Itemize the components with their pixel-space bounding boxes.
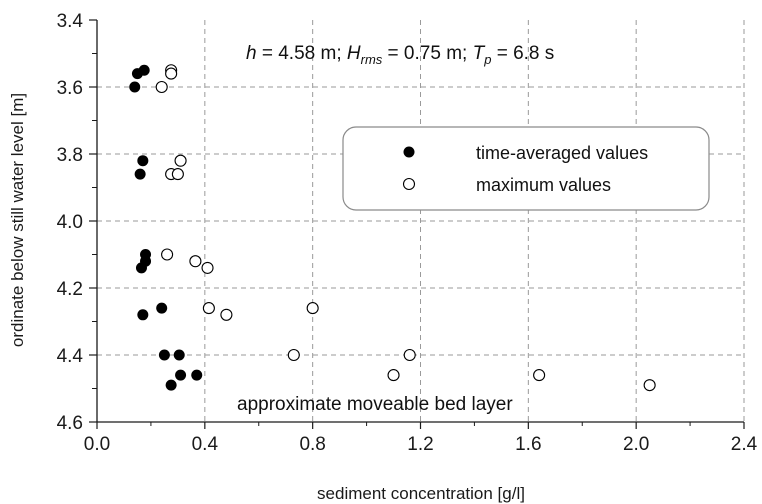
conditions-annotation: h = 4.58 m; Hrms = 0.75 m; Tp = 6.8 s: [246, 43, 554, 67]
x-tick-label: 2.4: [731, 434, 758, 455]
point-maximum: [202, 302, 215, 315]
y-tick-label: 3.4: [57, 11, 84, 32]
x-tick-label: 1.2: [407, 434, 433, 455]
point-time-averaged: [165, 379, 177, 391]
point-time-averaged: [137, 155, 149, 167]
x-axis-label: sediment concentration [g/l]: [317, 484, 525, 503]
bed-layer-label: approximate moveable bed layer: [237, 394, 513, 415]
x-tick-label: 0.4: [192, 434, 219, 455]
grid-lines: [97, 20, 745, 422]
y-tick-label: 3.6: [57, 78, 83, 99]
point-time-averaged: [137, 309, 149, 321]
point-time-averaged: [134, 168, 146, 180]
point-maximum: [155, 80, 168, 94]
point-maximum: [189, 255, 202, 268]
y-tick-label: 4.2: [57, 279, 83, 300]
point-maximum: [165, 67, 178, 80]
y-tick-label: 4.0: [57, 212, 83, 233]
x-tick-label: 0.0: [84, 434, 110, 455]
point-maximum: [306, 302, 319, 315]
point-time-averaged: [175, 369, 187, 381]
tick-marks: [89, 19, 745, 429]
data-points: [129, 64, 656, 392]
x-tick-label: 0.8: [299, 434, 325, 455]
y-tick-label: 4.6: [57, 413, 83, 434]
point-maximum: [220, 308, 233, 321]
point-time-averaged: [173, 349, 185, 361]
point-maximum: [201, 261, 214, 274]
legend-label-time-averaged: time-averaged values: [476, 143, 648, 163]
point-maximum: [403, 348, 416, 362]
point-maximum: [287, 348, 300, 362]
point-maximum: [174, 154, 187, 167]
point-time-averaged: [191, 369, 203, 381]
legend-label-maximum: maximum values: [476, 175, 611, 195]
legend-marker-maximum: [402, 177, 416, 191]
legend-marker-time-averaged: [403, 146, 415, 158]
point-maximum: [161, 248, 174, 261]
y-tick-label: 4.4: [57, 346, 84, 367]
point-maximum: [643, 379, 656, 392]
x-tick-label: 2.0: [623, 434, 649, 455]
tick-labels: 0.0 0.4 0.8 1.2 1.6 2.0 2.4 3.4 3.6 3.8 4.0 4.2 4.4 4…: [57, 11, 758, 455]
point-time-averaged: [138, 64, 150, 76]
point-maximum: [533, 369, 546, 382]
point-time-averaged: [135, 262, 147, 274]
point-time-averaged: [129, 81, 141, 93]
y-tick-label: 3.8: [57, 145, 83, 166]
legend-box: [342, 126, 710, 211]
legend: time-averaged values maximum values: [342, 126, 710, 211]
x-tick-label: 1.6: [515, 434, 541, 455]
point-time-averaged: [156, 302, 168, 314]
point-maximum: [171, 168, 184, 181]
point-maximum: [387, 369, 400, 382]
y-axis-label: ordinate below still water level [m]: [8, 93, 27, 347]
point-time-averaged: [158, 349, 170, 361]
